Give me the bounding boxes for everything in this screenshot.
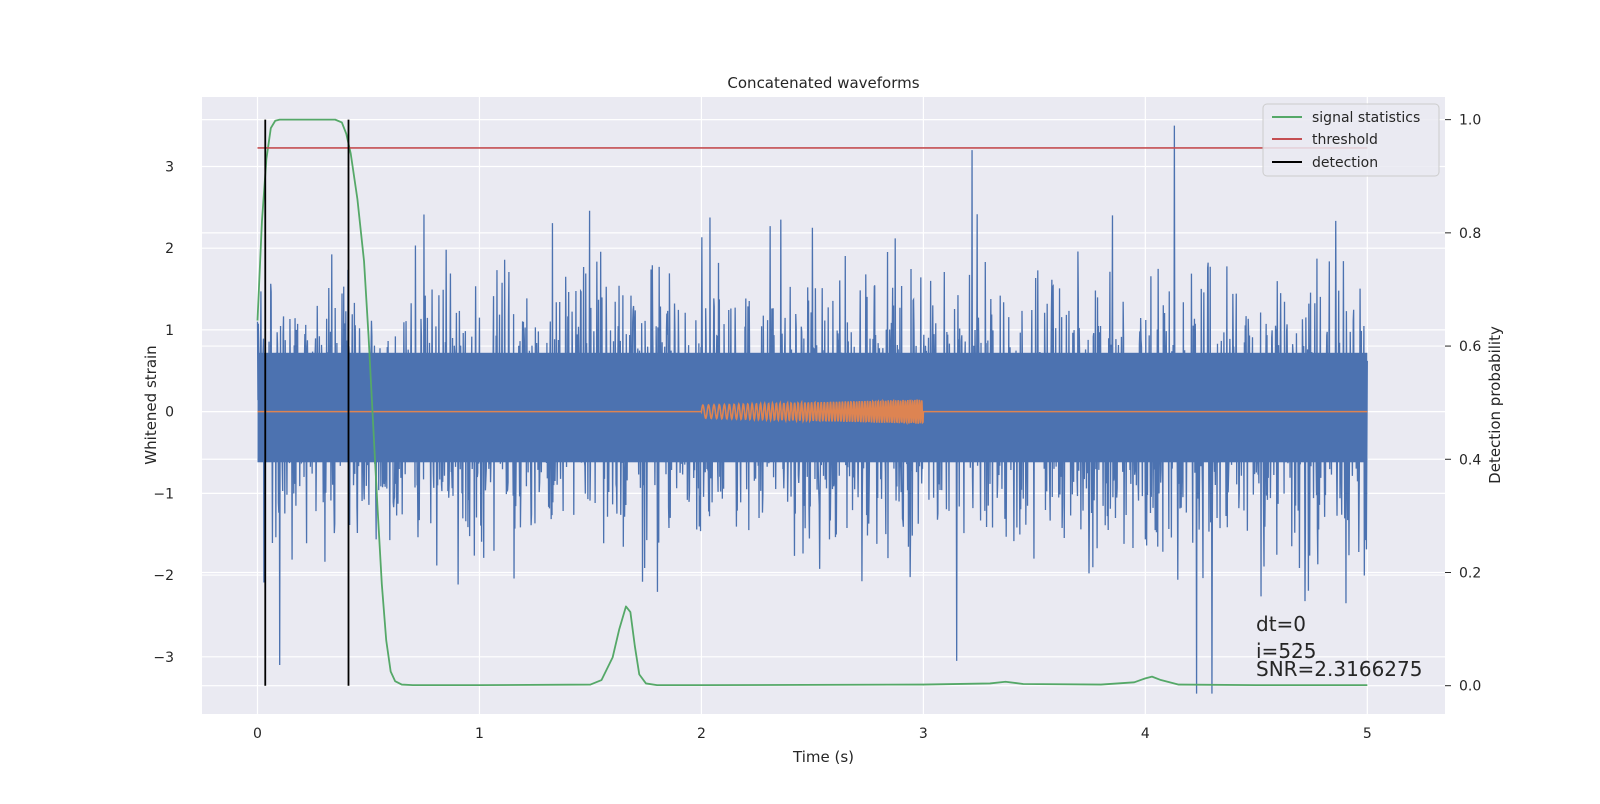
legend-label-threshold: threshold (1312, 132, 1378, 148)
y-tick-label: −1 (153, 486, 174, 502)
y-right-tick-label: 1.0 (1459, 113, 1481, 129)
x-tick-label: 0 (253, 726, 262, 742)
y-tick-label: −2 (153, 568, 174, 584)
y-right-tick-label: 0.6 (1459, 339, 1481, 355)
series-signal-statistics (256, 118, 1368, 687)
y-tick-label: −3 (153, 650, 174, 666)
x-tick-label: 3 (919, 726, 928, 742)
y-right-tick-label: 0.4 (1459, 452, 1481, 468)
x-tick-label: 1 (475, 726, 484, 742)
y-tick-label: 2 (165, 241, 174, 257)
y-tick-label: 1 (165, 323, 174, 339)
y-right-tick-label: 0.8 (1459, 226, 1481, 242)
legend-label-signal-statistics: signal statistics (1312, 110, 1420, 126)
x-tick-label: 5 (1363, 726, 1372, 742)
annotation-index: i=525 (1256, 639, 1317, 663)
series-layer (256, 118, 1368, 694)
annotation-snr: SNR=2.3166275 (1256, 657, 1422, 681)
y-right-tick-label: 0.0 (1459, 679, 1481, 695)
legend-label-detection: detection (1312, 155, 1378, 171)
x-tick-label: 4 (1141, 726, 1150, 742)
legend: signal statistics threshold detection (1262, 103, 1440, 177)
y-tick-label: 3 (165, 159, 174, 175)
x-tick-label: 2 (697, 726, 706, 742)
series-injected-signal (257, 398, 1368, 426)
ticks-layer: 0 1 2 3 4 5 −3 −2 −1 0 1 2 3 0.0 0.2 0.4 0.6 0.8 1.0 (153, 113, 1481, 742)
annotation-dt: dt=0 (1256, 612, 1306, 636)
x-axis-label: Time (s) (792, 748, 854, 766)
y-axis-label: Whitened strain (142, 345, 160, 464)
legend-box (1262, 103, 1440, 177)
chart-title: Concatenated waveforms (727, 74, 919, 92)
y-tick-label: 0 (165, 405, 174, 421)
y-axis-right-label: Detection probability (1486, 326, 1504, 484)
y-right-tick-label: 0.2 (1459, 565, 1481, 581)
